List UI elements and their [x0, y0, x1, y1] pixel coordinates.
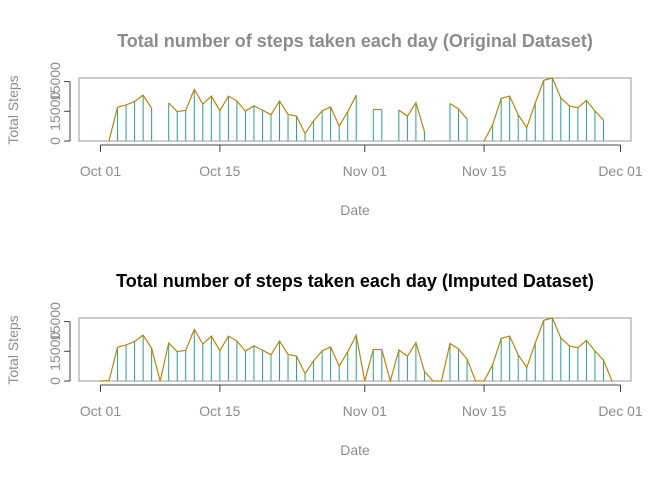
plot-frame	[79, 78, 631, 141]
x-axis-label: Date	[340, 202, 370, 218]
x-tick-label: Nov 01	[343, 403, 388, 419]
x-tick-label: Oct 01	[80, 163, 121, 179]
x-tick-label: Dec 01	[598, 403, 643, 419]
spikes	[101, 318, 612, 381]
x-tick-label: Nov 15	[462, 163, 507, 179]
chart-title: Total number of steps taken each day (Or…	[117, 31, 593, 51]
y-axis-label: Total Steps	[5, 315, 21, 384]
x-tick-label: Oct 01	[80, 403, 121, 419]
chart-title: Total number of steps taken each day (Im…	[116, 271, 594, 291]
x-axis-label: Date	[340, 442, 370, 458]
series-line	[109, 95, 152, 140]
chart-panel-2: Total number of steps taken each day (Im…	[5, 271, 643, 458]
y-tick-label: 15000	[47, 62, 63, 101]
y-tick-label: 0	[47, 377, 63, 385]
x-tick-label: Nov 15	[462, 403, 507, 419]
spikes	[109, 78, 603, 141]
x-tick-label: Dec 01	[598, 163, 643, 179]
y-tick-label: 0	[47, 137, 63, 145]
chart-panel-1: Total number of steps taken each day (Or…	[5, 31, 643, 218]
y-tick-label: 15000	[47, 302, 63, 341]
y-axis-label: Total Steps	[5, 75, 21, 144]
x-tick-label: Nov 01	[343, 163, 388, 179]
x-tick-label: Oct 15	[199, 163, 240, 179]
x-tick-label: Oct 15	[199, 403, 240, 419]
series-line	[399, 103, 425, 132]
